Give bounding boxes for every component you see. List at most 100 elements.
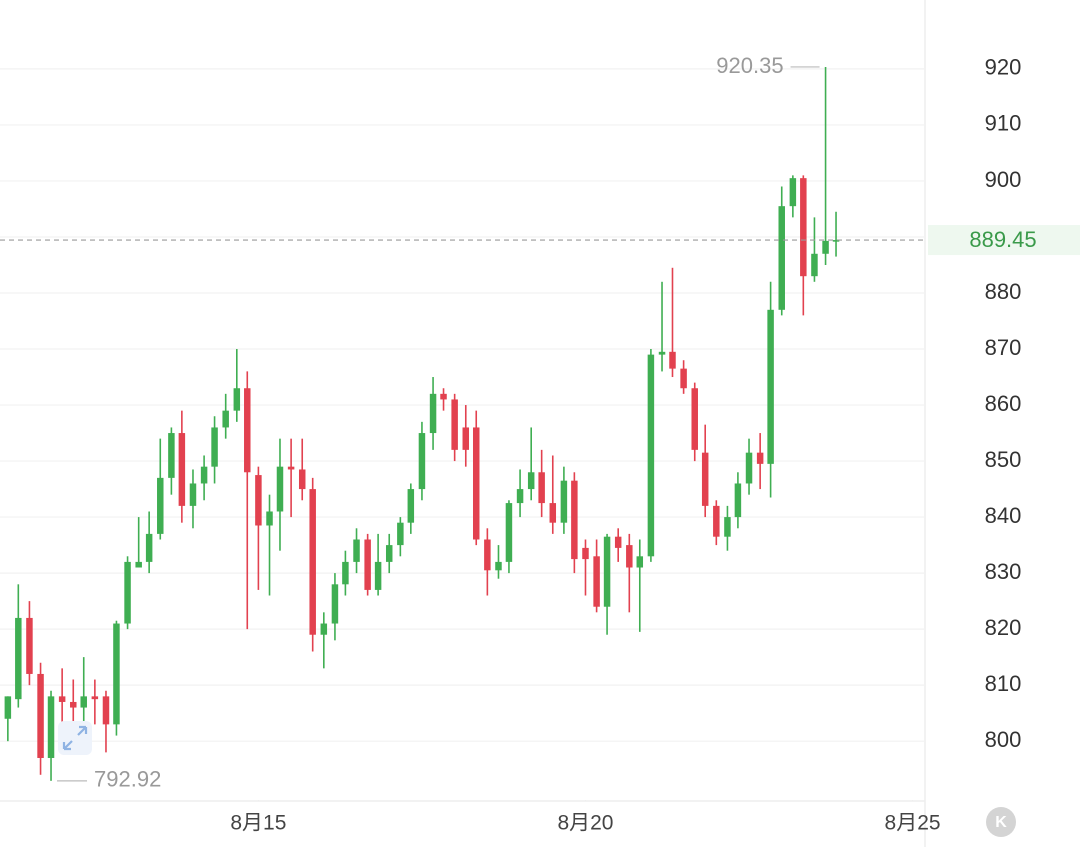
period-button-bg [986, 807, 1016, 837]
candle-body [429, 393, 437, 434]
candle-body [385, 545, 393, 562]
candle-body [145, 533, 153, 562]
candle-body [374, 561, 382, 590]
candle-body [636, 556, 644, 568]
candle-body [331, 584, 339, 624]
candle-body [462, 427, 470, 450]
candle-body [822, 240, 829, 254]
min-marker-label: 792.92 [94, 767, 161, 792]
candle-body [538, 472, 545, 504]
candle-body [211, 427, 218, 467]
candle-body [593, 556, 600, 607]
y-tick-label: 870 [985, 335, 1022, 360]
last-price-bg [928, 225, 1080, 256]
candle-body [713, 505, 720, 537]
period-button-label[interactable]: K [995, 814, 1007, 831]
candle-body [440, 393, 447, 400]
y-tick-label: 830 [985, 559, 1022, 584]
y-tick-label: 880 [985, 279, 1022, 304]
candles [4, 66, 840, 781]
x-tick-label: 8月25 [885, 812, 941, 835]
last-price-label: 889.45 [969, 227, 1036, 252]
candle-body [745, 452, 753, 484]
candle-body [560, 480, 568, 523]
candle-body [669, 351, 676, 369]
candle-body [495, 561, 502, 571]
y-tick-label: 900 [985, 167, 1022, 192]
candle-body [626, 545, 633, 568]
candle-body [516, 489, 524, 504]
candle-body [756, 452, 764, 464]
y-tick-label: 800 [985, 727, 1022, 752]
candle-body [168, 433, 175, 478]
period-button[interactable]: K [986, 807, 1016, 837]
candle-body [680, 368, 687, 389]
candle-body [778, 206, 785, 310]
candle-body [124, 561, 131, 624]
candle-body [102, 696, 110, 725]
candle-body [527, 472, 535, 490]
candle-body [80, 696, 87, 708]
candle-body [353, 539, 360, 562]
max-marker-label: 920.35 [716, 53, 783, 78]
candle-body [222, 410, 229, 428]
candle-body [484, 539, 491, 571]
candle-body [614, 536, 622, 548]
candle-body [178, 433, 186, 506]
candle-body [811, 253, 818, 277]
candle-body [603, 536, 611, 607]
candle-body [70, 701, 77, 708]
overlay: 889.45 920.35 792.92 [0, 53, 1080, 792]
y-tick-label: 810 [985, 671, 1022, 696]
candle-body [37, 673, 44, 758]
candle-body [298, 469, 306, 490]
expand-icon [62, 725, 88, 751]
candle-body [451, 399, 458, 450]
candle-body [505, 503, 513, 562]
candle-body [244, 388, 251, 473]
expand-button-bg [58, 721, 92, 755]
candle-body [724, 517, 731, 537]
candle-body [800, 178, 807, 277]
expand-button[interactable] [58, 721, 92, 755]
candle-body [472, 427, 480, 540]
candle-body [767, 309, 774, 464]
candle-body [4, 696, 12, 719]
candle-body [276, 466, 284, 512]
candle-body [47, 696, 55, 758]
candle-body [233, 388, 241, 411]
y-tick-label: 910 [985, 111, 1022, 136]
candle-body [157, 477, 164, 534]
y-tick-label: 820 [985, 615, 1022, 640]
candle-body [58, 696, 66, 702]
y-tick-label: 920 [985, 55, 1022, 80]
y-tick-label: 840 [985, 503, 1022, 528]
candle-body [255, 475, 262, 526]
candle-body [407, 489, 415, 523]
candle-body [91, 696, 99, 700]
candle-body [549, 503, 557, 523]
candle-body [364, 539, 371, 590]
candle-body [658, 351, 666, 355]
candle-body [200, 466, 208, 484]
candle-body [342, 561, 349, 585]
candle-body [789, 178, 797, 207]
candle-body [701, 452, 709, 506]
candle-body [571, 480, 578, 560]
candle-body [309, 489, 316, 635]
candle-body [266, 511, 273, 526]
candle-body [418, 433, 426, 490]
candle-body [691, 388, 698, 450]
candle-body [832, 240, 840, 242]
candle-body [397, 522, 404, 546]
candle-body [189, 483, 197, 506]
candle-body [287, 466, 295, 470]
candle-body [734, 483, 742, 518]
y-tick-label: 860 [985, 391, 1022, 416]
candle-body [582, 547, 589, 560]
candle-body [320, 623, 328, 635]
y-tick-label: 850 [985, 447, 1022, 472]
candle-body [135, 561, 142, 568]
